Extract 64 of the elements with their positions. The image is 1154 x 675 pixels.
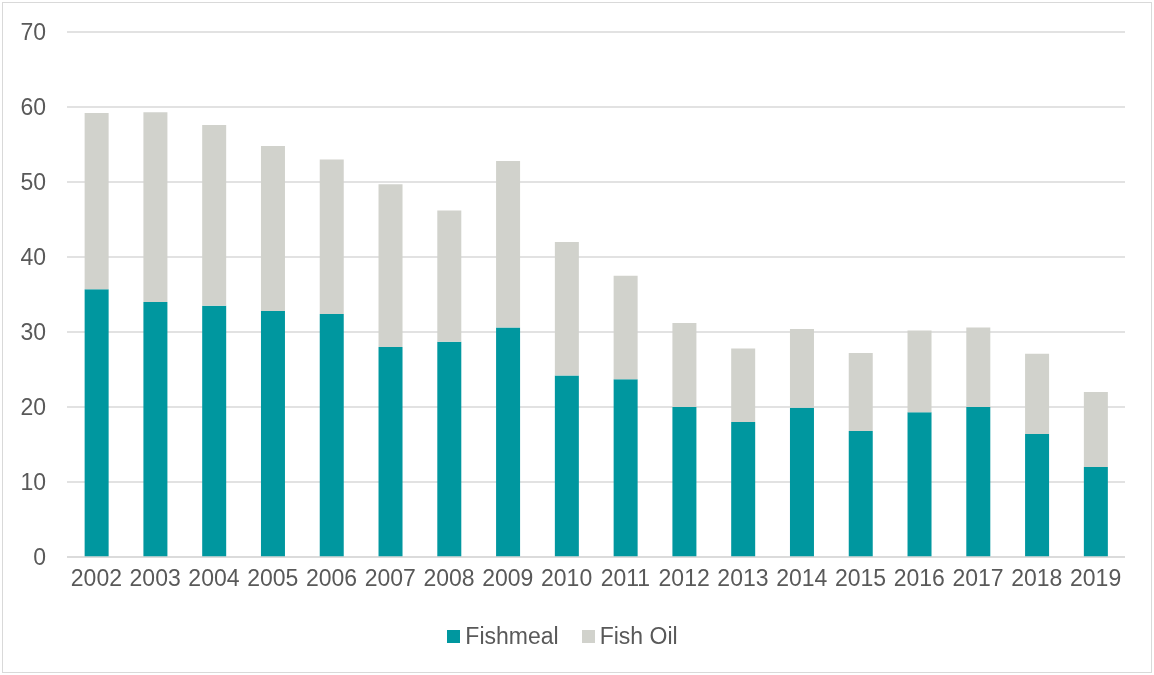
bar bbox=[672, 323, 697, 407]
bar bbox=[789, 329, 814, 408]
bar bbox=[613, 379, 638, 557]
bar bbox=[437, 341, 462, 557]
bar bbox=[202, 125, 227, 306]
y-tick-label: 70 bbox=[20, 19, 46, 46]
y-tick-label: 60 bbox=[20, 94, 46, 121]
bar bbox=[496, 161, 521, 328]
x-tick-label: 2005 bbox=[247, 565, 299, 592]
bar bbox=[907, 330, 932, 413]
x-tick-label: 2003 bbox=[129, 565, 181, 592]
x-tick-label: 2014 bbox=[776, 565, 828, 592]
bar bbox=[319, 159, 344, 314]
bar bbox=[260, 311, 285, 557]
bar bbox=[966, 327, 991, 407]
bar bbox=[907, 412, 932, 557]
bar bbox=[789, 407, 814, 557]
x-tick-label: 2013 bbox=[717, 565, 769, 592]
x-tick-label: 2006 bbox=[305, 565, 358, 592]
bar bbox=[84, 289, 109, 557]
y-tick-label: 10 bbox=[20, 469, 46, 496]
legend-label: Fish Oil bbox=[599, 623, 678, 650]
bar bbox=[1025, 434, 1050, 557]
x-tick-label: 2010 bbox=[541, 565, 593, 592]
bar bbox=[260, 146, 285, 311]
bar bbox=[496, 327, 521, 557]
x-tick-label: 2011 bbox=[600, 565, 651, 592]
x-tick-label: 2009 bbox=[482, 565, 534, 592]
bar bbox=[731, 422, 756, 557]
y-tick-label: 0 bbox=[33, 544, 46, 571]
x-tick-label: 2016 bbox=[893, 565, 945, 592]
bar bbox=[1083, 467, 1108, 557]
x-tick-label: 2018 bbox=[1011, 565, 1063, 592]
y-tick-label: 50 bbox=[20, 169, 46, 196]
x-tick-label: 2015 bbox=[834, 565, 887, 592]
bar bbox=[143, 302, 168, 557]
bar bbox=[1025, 353, 1050, 434]
x-tick-label: 2017 bbox=[952, 565, 1004, 592]
bar bbox=[848, 353, 873, 431]
bar bbox=[731, 348, 756, 422]
bar bbox=[613, 275, 638, 380]
x-tick-label: 2004 bbox=[188, 565, 240, 592]
bar bbox=[378, 184, 403, 347]
x-tick-label: 2019 bbox=[1070, 565, 1122, 592]
bar bbox=[319, 314, 344, 557]
x-tick-label: 2008 bbox=[423, 565, 475, 592]
bar bbox=[554, 242, 579, 376]
bar bbox=[202, 305, 227, 557]
y-tick-label: 20 bbox=[20, 394, 46, 421]
bar bbox=[1083, 392, 1108, 467]
x-tick-label: 2012 bbox=[658, 565, 710, 592]
bar bbox=[143, 112, 168, 302]
bar bbox=[378, 347, 403, 557]
bar bbox=[672, 407, 697, 557]
x-tick-label: 2002 bbox=[70, 565, 122, 592]
legend-label: Fishmeal bbox=[465, 623, 559, 650]
y-tick-label: 30 bbox=[20, 319, 46, 346]
bar bbox=[437, 210, 462, 342]
bar bbox=[554, 375, 579, 557]
bar bbox=[966, 407, 991, 557]
x-tick-label: 2007 bbox=[364, 565, 416, 592]
bar bbox=[848, 431, 873, 557]
bar bbox=[84, 113, 109, 290]
y-tick-label: 40 bbox=[20, 244, 46, 271]
